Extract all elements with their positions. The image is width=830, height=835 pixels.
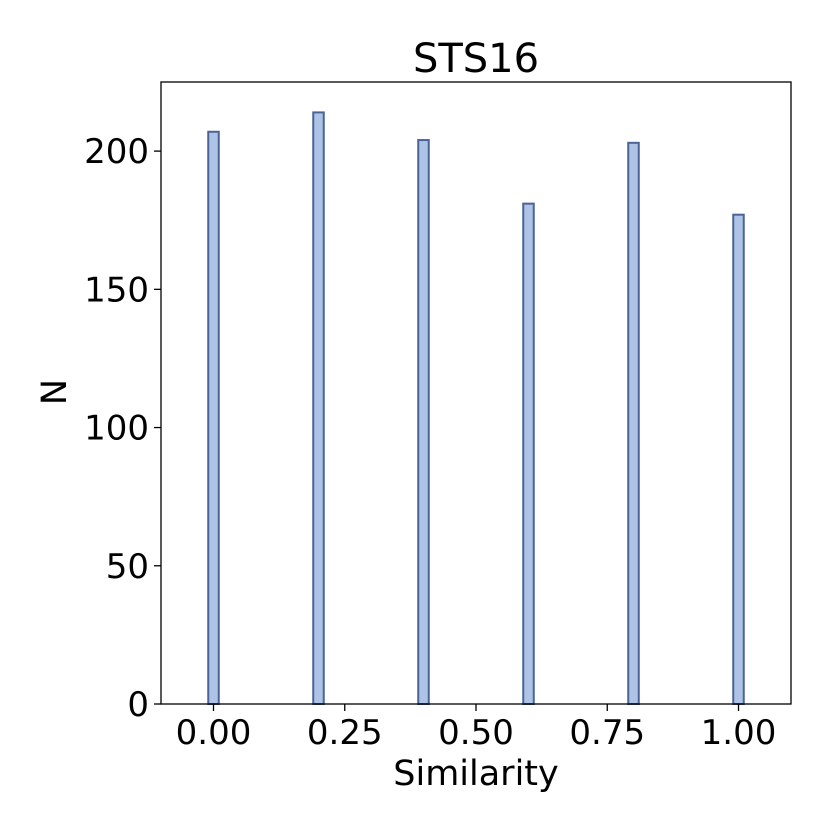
x-tick-label: 0.50 (438, 713, 514, 753)
histogram-bar (627, 141, 640, 706)
x-axis-ticks: 0.00 0.25 0.50 0.75 1.00 (176, 704, 777, 753)
x-axis-label: Similarity (393, 754, 558, 794)
y-tick-label: 150 (84, 270, 149, 310)
histogram-bar (522, 202, 535, 705)
x-tick-label: 1.00 (701, 713, 777, 753)
histogram-bar (417, 139, 430, 705)
y-tick-label: 0 (127, 685, 149, 725)
chart-title: STS16 (413, 36, 539, 82)
histogram-bar (732, 213, 745, 705)
plot-frame (160, 81, 792, 705)
y-tick-label: 50 (106, 547, 149, 587)
histogram-bar (312, 111, 325, 706)
x-tick-label: 0.25 (307, 713, 383, 753)
histogram-bar (207, 130, 220, 705)
x-tick-label: 0.75 (569, 713, 645, 753)
y-axis-label: N (35, 379, 75, 405)
x-tick-label: 0.00 (176, 713, 252, 753)
y-tick-label: 100 (84, 409, 149, 449)
y-tick-label: 200 (84, 132, 149, 172)
y-axis-ticks: 0 50 100 150 200 (84, 132, 161, 725)
